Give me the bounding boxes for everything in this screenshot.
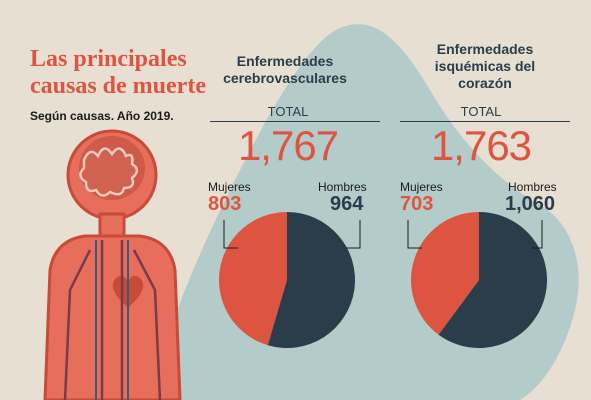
- panel-2-total-label: TOTAL: [460, 104, 502, 119]
- panel-2-pie-chart: [407, 212, 547, 348]
- pie-slice-hombres: [267, 212, 355, 348]
- panel-2-title-line-3: corazón: [458, 75, 512, 91]
- leader-line-mujeres: [223, 220, 238, 249]
- panel-2-hombres-value: 1,060: [505, 193, 556, 215]
- page-subtitle: Según causas. Año 2019.: [30, 109, 174, 123]
- panel-1-pie-chart: [219, 212, 361, 348]
- panel-1-title: Enfermedades cerebrovasculares: [200, 53, 370, 87]
- page-title: Las principales causas de muerte: [30, 46, 206, 100]
- title-line-2: causas de muerte: [30, 73, 206, 99]
- panel-1-total-label: TOTAL: [267, 104, 309, 119]
- leader-line-hombres: [532, 220, 543, 249]
- human-figure: [43, 129, 182, 400]
- brain-icon: [79, 147, 139, 197]
- panel-2-title: Enfermedades isquémicas del corazón: [410, 41, 560, 92]
- leader-line-hombres: [346, 220, 361, 249]
- panel-1-mujeres-label: Mujeres: [208, 180, 251, 194]
- panel-2-total-value: 1,763: [430, 122, 532, 169]
- panel-2-title-line-2: isquémicas del: [434, 58, 536, 74]
- panel-2-mujeres-value: 703: [400, 193, 434, 215]
- panel-1-hombres-label: Hombres: [318, 180, 367, 194]
- panel-1-mujeres-value: 803: [208, 193, 242, 215]
- panel-1-divider: [210, 121, 380, 122]
- title-line-1: Las principales: [30, 46, 187, 72]
- leader-line-mujeres: [407, 220, 422, 249]
- panel-1-title-line-2: cerebrovasculares: [223, 70, 347, 86]
- pie-slice-hombres: [438, 212, 547, 348]
- panel-2-mujeres-label: Mujeres: [400, 180, 443, 194]
- panel-2-divider: [400, 121, 570, 122]
- panel-1-hombres-value: 964: [330, 193, 364, 215]
- panel-1-title-line-1: Enfermedades: [236, 53, 334, 69]
- panel-2-title-line-1: Enfermedades: [436, 41, 534, 57]
- panel-1-total-value: 1,767: [237, 122, 339, 169]
- pie-slice-mujeres: [411, 212, 479, 335]
- panel-2-hombres-label: Hombres: [508, 180, 557, 194]
- pie-slice-mujeres: [219, 212, 287, 346]
